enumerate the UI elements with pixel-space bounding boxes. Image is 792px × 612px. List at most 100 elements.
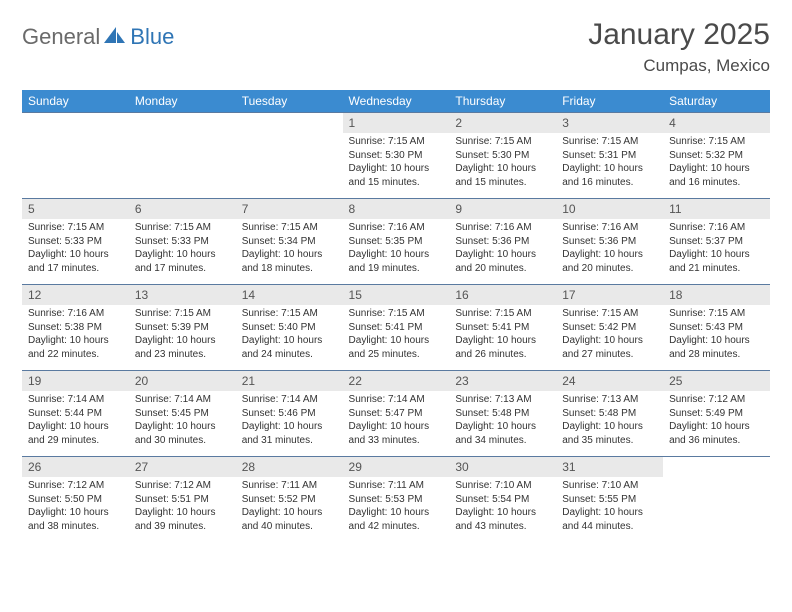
calendar-cell: 26Sunrise: 7:12 AMSunset: 5:50 PMDayligh… — [22, 457, 129, 543]
calendar-cell: 30Sunrise: 7:10 AMSunset: 5:54 PMDayligh… — [449, 457, 556, 543]
calendar-cell: 24Sunrise: 7:13 AMSunset: 5:48 PMDayligh… — [556, 371, 663, 457]
calendar-cell-empty — [236, 113, 343, 199]
day-number: 7 — [236, 199, 343, 219]
page-title: January 2025 — [588, 18, 770, 52]
day-number: 29 — [343, 457, 450, 477]
day-number: 17 — [556, 285, 663, 305]
day-details: Sunrise: 7:12 AMSunset: 5:50 PMDaylight:… — [22, 477, 129, 537]
weekday-header: Friday — [556, 90, 663, 113]
day-details: Sunrise: 7:13 AMSunset: 5:48 PMDaylight:… — [449, 391, 556, 451]
day-details: Sunrise: 7:16 AMSunset: 5:35 PMDaylight:… — [343, 219, 450, 279]
day-number: 8 — [343, 199, 450, 219]
calendar-cell-empty — [663, 457, 770, 543]
calendar-cell: 18Sunrise: 7:15 AMSunset: 5:43 PMDayligh… — [663, 285, 770, 371]
day-details: Sunrise: 7:16 AMSunset: 5:37 PMDaylight:… — [663, 219, 770, 279]
day-details: Sunrise: 7:12 AMSunset: 5:49 PMDaylight:… — [663, 391, 770, 451]
day-details: Sunrise: 7:11 AMSunset: 5:53 PMDaylight:… — [343, 477, 450, 537]
day-number: 19 — [22, 371, 129, 391]
day-details: Sunrise: 7:12 AMSunset: 5:51 PMDaylight:… — [129, 477, 236, 537]
logo-sail-icon — [104, 25, 126, 50]
day-details: Sunrise: 7:15 AMSunset: 5:30 PMDaylight:… — [343, 133, 450, 193]
day-number: 12 — [22, 285, 129, 305]
calendar-cell: 31Sunrise: 7:10 AMSunset: 5:55 PMDayligh… — [556, 457, 663, 543]
calendar-cell: 10Sunrise: 7:16 AMSunset: 5:36 PMDayligh… — [556, 199, 663, 285]
weekday-header: Saturday — [663, 90, 770, 113]
day-number: 9 — [449, 199, 556, 219]
weekday-header: Monday — [129, 90, 236, 113]
calendar-table: SundayMondayTuesdayWednesdayThursdayFrid… — [22, 90, 770, 543]
day-number: 30 — [449, 457, 556, 477]
day-number: 15 — [343, 285, 450, 305]
logo: General Blue — [22, 18, 174, 50]
logo-text-blue: Blue — [130, 24, 174, 50]
day-details: Sunrise: 7:14 AMSunset: 5:47 PMDaylight:… — [343, 391, 450, 451]
day-number: 16 — [449, 285, 556, 305]
calendar-cell: 16Sunrise: 7:15 AMSunset: 5:41 PMDayligh… — [449, 285, 556, 371]
calendar-cell: 28Sunrise: 7:11 AMSunset: 5:52 PMDayligh… — [236, 457, 343, 543]
day-number: 24 — [556, 371, 663, 391]
day-number: 22 — [343, 371, 450, 391]
day-details: Sunrise: 7:15 AMSunset: 5:30 PMDaylight:… — [449, 133, 556, 193]
calendar-cell: 7Sunrise: 7:15 AMSunset: 5:34 PMDaylight… — [236, 199, 343, 285]
calendar-row: 19Sunrise: 7:14 AMSunset: 5:44 PMDayligh… — [22, 371, 770, 457]
weekday-header: Tuesday — [236, 90, 343, 113]
day-number: 6 — [129, 199, 236, 219]
day-details: Sunrise: 7:15 AMSunset: 5:42 PMDaylight:… — [556, 305, 663, 365]
calendar-cell: 5Sunrise: 7:15 AMSunset: 5:33 PMDaylight… — [22, 199, 129, 285]
day-number: 14 — [236, 285, 343, 305]
location: Cumpas, Mexico — [588, 56, 770, 76]
day-details: Sunrise: 7:11 AMSunset: 5:52 PMDaylight:… — [236, 477, 343, 537]
day-details: Sunrise: 7:14 AMSunset: 5:44 PMDaylight:… — [22, 391, 129, 451]
day-number: 23 — [449, 371, 556, 391]
day-number: 4 — [663, 113, 770, 133]
day-details: Sunrise: 7:15 AMSunset: 5:33 PMDaylight:… — [22, 219, 129, 279]
day-details: Sunrise: 7:15 AMSunset: 5:43 PMDaylight:… — [663, 305, 770, 365]
day-number: 28 — [236, 457, 343, 477]
logo-text-general: General — [22, 24, 100, 50]
day-details: Sunrise: 7:15 AMSunset: 5:32 PMDaylight:… — [663, 133, 770, 193]
calendar-cell: 12Sunrise: 7:16 AMSunset: 5:38 PMDayligh… — [22, 285, 129, 371]
day-details: Sunrise: 7:15 AMSunset: 5:33 PMDaylight:… — [129, 219, 236, 279]
calendar-cell: 4Sunrise: 7:15 AMSunset: 5:32 PMDaylight… — [663, 113, 770, 199]
day-details: Sunrise: 7:16 AMSunset: 5:36 PMDaylight:… — [556, 219, 663, 279]
calendar-row: 1Sunrise: 7:15 AMSunset: 5:30 PMDaylight… — [22, 113, 770, 199]
weekday-header: Sunday — [22, 90, 129, 113]
calendar-cell: 8Sunrise: 7:16 AMSunset: 5:35 PMDaylight… — [343, 199, 450, 285]
day-details: Sunrise: 7:16 AMSunset: 5:36 PMDaylight:… — [449, 219, 556, 279]
calendar-cell: 25Sunrise: 7:12 AMSunset: 5:49 PMDayligh… — [663, 371, 770, 457]
title-block: January 2025 Cumpas, Mexico — [588, 18, 770, 76]
calendar-cell: 21Sunrise: 7:14 AMSunset: 5:46 PMDayligh… — [236, 371, 343, 457]
day-details: Sunrise: 7:14 AMSunset: 5:46 PMDaylight:… — [236, 391, 343, 451]
calendar-cell: 6Sunrise: 7:15 AMSunset: 5:33 PMDaylight… — [129, 199, 236, 285]
weekday-header: Thursday — [449, 90, 556, 113]
calendar-cell: 2Sunrise: 7:15 AMSunset: 5:30 PMDaylight… — [449, 113, 556, 199]
day-details: Sunrise: 7:16 AMSunset: 5:38 PMDaylight:… — [22, 305, 129, 365]
calendar-row: 5Sunrise: 7:15 AMSunset: 5:33 PMDaylight… — [22, 199, 770, 285]
day-number: 11 — [663, 199, 770, 219]
calendar-cell: 1Sunrise: 7:15 AMSunset: 5:30 PMDaylight… — [343, 113, 450, 199]
calendar-cell: 27Sunrise: 7:12 AMSunset: 5:51 PMDayligh… — [129, 457, 236, 543]
day-details: Sunrise: 7:15 AMSunset: 5:34 PMDaylight:… — [236, 219, 343, 279]
day-number: 3 — [556, 113, 663, 133]
day-details: Sunrise: 7:10 AMSunset: 5:55 PMDaylight:… — [556, 477, 663, 537]
calendar-cell: 22Sunrise: 7:14 AMSunset: 5:47 PMDayligh… — [343, 371, 450, 457]
calendar-body: 1Sunrise: 7:15 AMSunset: 5:30 PMDaylight… — [22, 113, 770, 543]
day-details: Sunrise: 7:15 AMSunset: 5:41 PMDaylight:… — [343, 305, 450, 365]
day-number: 31 — [556, 457, 663, 477]
calendar-cell: 3Sunrise: 7:15 AMSunset: 5:31 PMDaylight… — [556, 113, 663, 199]
calendar-cell: 15Sunrise: 7:15 AMSunset: 5:41 PMDayligh… — [343, 285, 450, 371]
day-details: Sunrise: 7:13 AMSunset: 5:48 PMDaylight:… — [556, 391, 663, 451]
calendar-cell: 14Sunrise: 7:15 AMSunset: 5:40 PMDayligh… — [236, 285, 343, 371]
calendar-cell-empty — [129, 113, 236, 199]
calendar-cell: 29Sunrise: 7:11 AMSunset: 5:53 PMDayligh… — [343, 457, 450, 543]
day-details: Sunrise: 7:15 AMSunset: 5:41 PMDaylight:… — [449, 305, 556, 365]
day-details: Sunrise: 7:15 AMSunset: 5:31 PMDaylight:… — [556, 133, 663, 193]
day-details: Sunrise: 7:14 AMSunset: 5:45 PMDaylight:… — [129, 391, 236, 451]
day-details: Sunrise: 7:10 AMSunset: 5:54 PMDaylight:… — [449, 477, 556, 537]
header: General Blue January 2025 Cumpas, Mexico — [22, 18, 770, 76]
weekday-header-row: SundayMondayTuesdayWednesdayThursdayFrid… — [22, 90, 770, 113]
weekday-header: Wednesday — [343, 90, 450, 113]
calendar-cell: 19Sunrise: 7:14 AMSunset: 5:44 PMDayligh… — [22, 371, 129, 457]
day-number: 1 — [343, 113, 450, 133]
day-number: 10 — [556, 199, 663, 219]
